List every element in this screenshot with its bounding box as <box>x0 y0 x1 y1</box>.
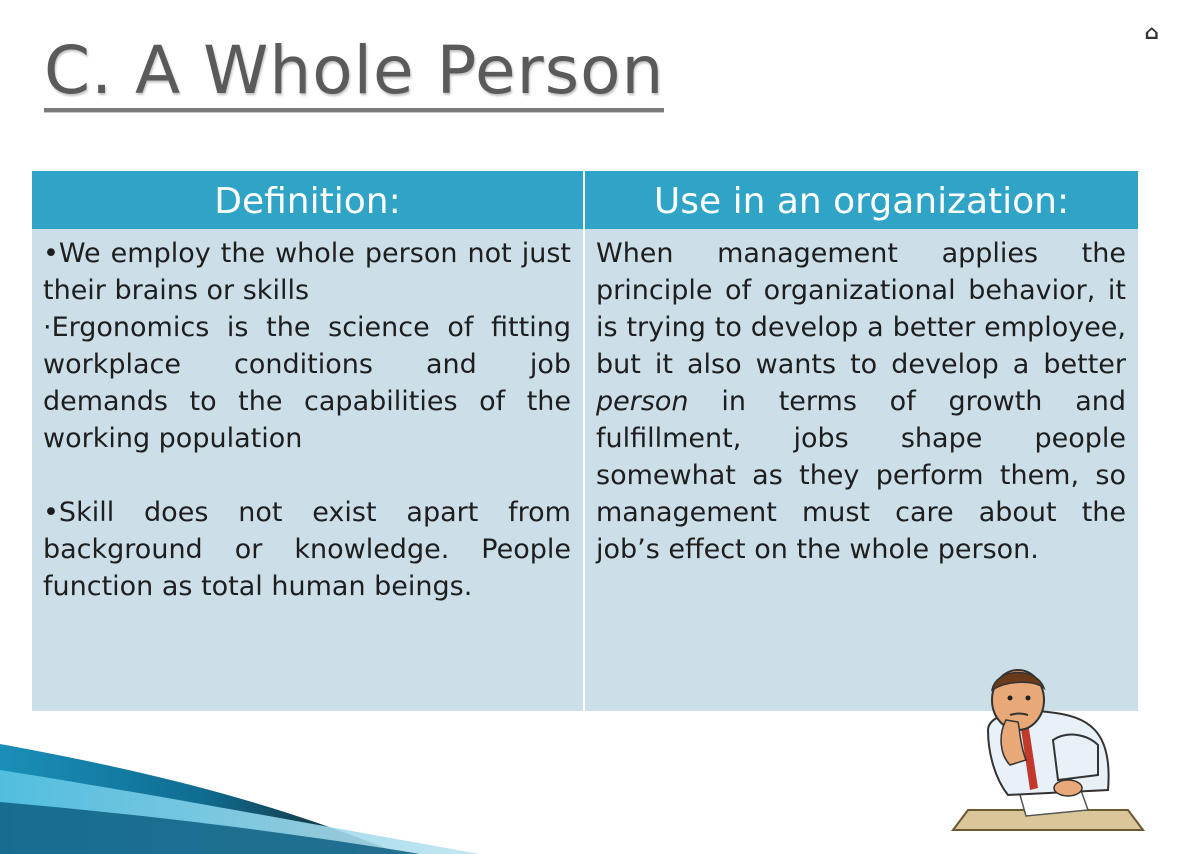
definition-cell: •We employ the whole person not just the… <box>32 229 583 711</box>
definition-bullet-1: •We employ the whole person not just the… <box>43 238 571 306</box>
paragraph-gap <box>43 457 571 494</box>
corner-icon: ⌂ <box>1144 20 1159 44</box>
use-emphasis: person <box>596 386 689 417</box>
decorative-swoosh <box>0 744 480 854</box>
header-definition: Definition: <box>32 171 583 229</box>
use-text-after: in terms of growth and fulfillment, jobs… <box>596 386 1126 565</box>
comparison-table: Definition: Use in an organization: •We … <box>32 171 1138 711</box>
use-cell: When management applies the principle of… <box>585 229 1138 711</box>
definition-bullet-3: •Skill does not exist apart from backgro… <box>43 497 571 602</box>
slide-title: C. A Whole Person <box>44 32 665 109</box>
use-text-before: When management applies the principle of… <box>596 238 1126 380</box>
title-underline <box>44 108 664 113</box>
tired-worker-illustration <box>951 669 1145 831</box>
header-use-in-organization: Use in an organization: <box>585 171 1138 229</box>
use-paragraph: When management applies the principle of… <box>596 235 1126 568</box>
definition-bullet-2: ·Ergonomics is the science of fitting wo… <box>43 312 571 454</box>
